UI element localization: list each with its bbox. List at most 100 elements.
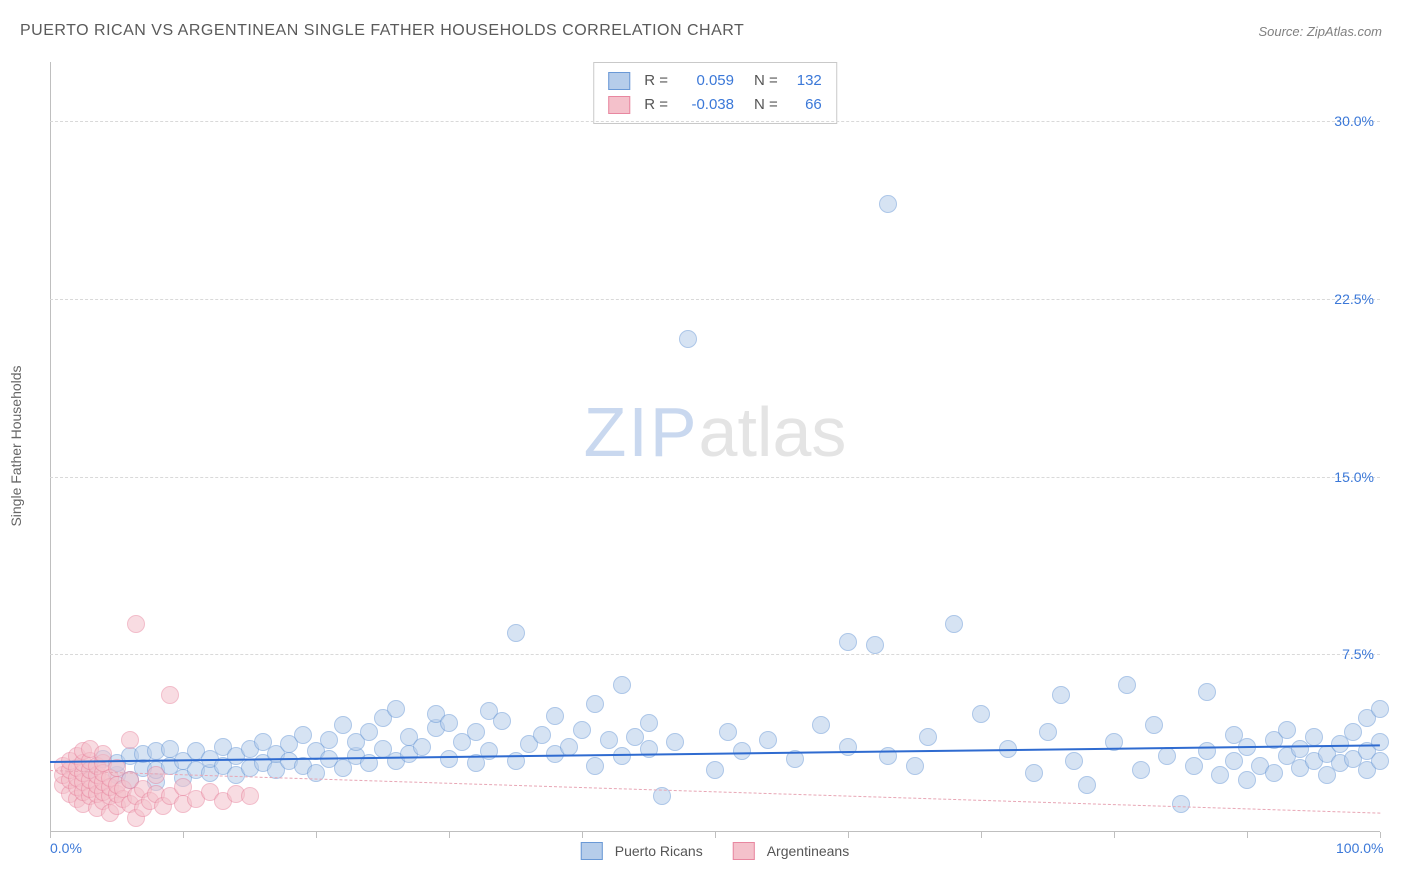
scatter-point xyxy=(1065,752,1083,770)
scatter-point xyxy=(1198,742,1216,760)
scatter-point xyxy=(586,695,604,713)
scatter-point xyxy=(666,733,684,751)
stats-r-label: R = xyxy=(644,69,668,93)
scatter-point xyxy=(1225,752,1243,770)
stats-n-label: N = xyxy=(754,93,778,117)
scatter-point xyxy=(440,714,458,732)
scatter-point xyxy=(1172,795,1190,813)
y-axis-title: Single Father Households xyxy=(8,365,24,526)
y-tick-label: 22.5% xyxy=(1334,291,1374,307)
scatter-point xyxy=(613,747,631,765)
x-tick xyxy=(582,832,583,838)
x-tick xyxy=(1247,832,1248,838)
scatter-point xyxy=(1025,764,1043,782)
scatter-point xyxy=(560,738,578,756)
legend-label-2: Argentineans xyxy=(767,843,850,859)
chart-title: PUERTO RICAN VS ARGENTINEAN SINGLE FATHE… xyxy=(20,22,744,40)
stats-n-value-1: 132 xyxy=(788,69,822,93)
scatter-point xyxy=(906,757,924,775)
scatter-point xyxy=(1344,723,1362,741)
scatter-point xyxy=(1305,728,1323,746)
scatter-point xyxy=(127,615,145,633)
scatter-point xyxy=(679,330,697,348)
x-tick xyxy=(981,832,982,838)
scatter-point xyxy=(147,766,165,784)
scatter-point xyxy=(1039,723,1057,741)
scatter-point xyxy=(640,714,658,732)
legend-item-2: Argentineans xyxy=(733,842,850,860)
x-tick-label: 100.0% xyxy=(1336,840,1383,856)
swatch-series2 xyxy=(608,96,630,114)
scatter-point xyxy=(839,633,857,651)
scatter-point xyxy=(706,761,724,779)
grid-line xyxy=(50,477,1380,478)
stats-r-value-1: 0.059 xyxy=(678,69,734,93)
scatter-point xyxy=(1211,766,1229,784)
stats-n-value-2: 66 xyxy=(788,93,822,117)
scatter-point xyxy=(613,676,631,694)
scatter-point xyxy=(121,731,139,749)
legend-swatch-1 xyxy=(581,842,603,860)
scatter-point xyxy=(919,728,937,746)
x-tick xyxy=(715,832,716,838)
scatter-point xyxy=(1052,686,1070,704)
x-tick xyxy=(1114,832,1115,838)
stats-row-series2: R = -0.038 N = 66 xyxy=(608,93,822,117)
scatter-point xyxy=(1198,683,1216,701)
scatter-point xyxy=(334,716,352,734)
stats-n-label: N = xyxy=(754,69,778,93)
watermark: ZIPatlas xyxy=(584,392,847,472)
scatter-point xyxy=(1238,771,1256,789)
x-tick xyxy=(848,832,849,838)
scatter-point xyxy=(600,731,618,749)
scatter-point xyxy=(440,750,458,768)
scatter-point xyxy=(241,787,259,805)
grid-line xyxy=(50,121,1380,122)
x-tick xyxy=(183,832,184,838)
scatter-point xyxy=(387,700,405,718)
scatter-point xyxy=(719,723,737,741)
scatter-point xyxy=(1278,721,1296,739)
scatter-point xyxy=(573,721,591,739)
scatter-point xyxy=(586,757,604,775)
scatter-point xyxy=(945,615,963,633)
x-tick xyxy=(449,832,450,838)
scatter-point xyxy=(480,742,498,760)
scatter-point xyxy=(1158,747,1176,765)
scatter-point xyxy=(1371,752,1389,770)
scatter-point xyxy=(1078,776,1096,794)
y-tick-label: 15.0% xyxy=(1334,469,1374,485)
scatter-point xyxy=(1118,676,1136,694)
grid-line xyxy=(50,654,1380,655)
scatter-point xyxy=(320,731,338,749)
stats-r-label: R = xyxy=(644,93,668,117)
scatter-point xyxy=(759,731,777,749)
scatter-point xyxy=(866,636,884,654)
scatter-point xyxy=(360,723,378,741)
scatter-point xyxy=(1145,716,1163,734)
x-tick xyxy=(316,832,317,838)
legend-item-1: Puerto Ricans xyxy=(581,842,703,860)
scatter-point xyxy=(1132,761,1150,779)
scatter-point xyxy=(812,716,830,734)
stats-row-series1: R = 0.059 N = 132 xyxy=(608,69,822,93)
scatter-point xyxy=(1265,764,1283,782)
scatter-point xyxy=(1371,700,1389,718)
x-tick-label: 0.0% xyxy=(50,840,82,856)
watermark-atlas: atlas xyxy=(699,393,847,471)
legend-label-1: Puerto Ricans xyxy=(615,843,703,859)
scatter-point xyxy=(507,624,525,642)
legend-swatch-2 xyxy=(733,842,755,860)
y-tick-label: 30.0% xyxy=(1334,113,1374,129)
scatter-point xyxy=(1185,757,1203,775)
grid-line xyxy=(50,299,1380,300)
scatter-point xyxy=(493,712,511,730)
scatter-point xyxy=(546,707,564,725)
scatter-point xyxy=(161,686,179,704)
scatter-point xyxy=(467,723,485,741)
stats-r-value-2: -0.038 xyxy=(678,93,734,117)
scatter-point xyxy=(1371,733,1389,751)
legend: Puerto Ricans Argentineans xyxy=(581,842,849,860)
source-label: Source: ZipAtlas.com xyxy=(1258,24,1382,39)
x-tick xyxy=(50,832,51,838)
